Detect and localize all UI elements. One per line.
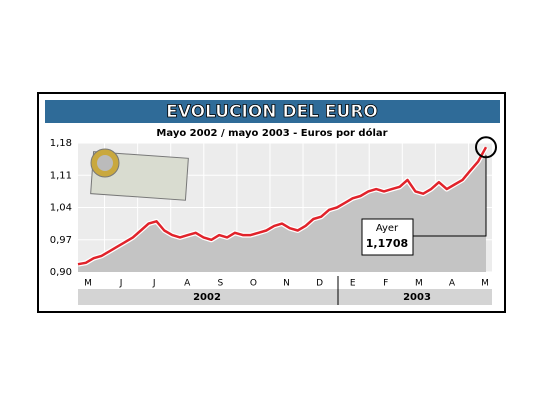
y-tick-label: 0,97 [50,235,72,246]
y-tick-label: 0,90 [50,267,72,278]
annotation-box [361,218,414,256]
x-tick-label: E [350,279,356,289]
line [77,146,488,266]
y-tick-label: 1,18 [50,138,72,149]
y-tick-label: 1,04 [50,203,72,214]
year-label: 2003 [403,292,431,303]
annotation-value: 1,1708 [366,237,408,250]
x-tick-label: O [250,279,257,289]
chart-title: EVOLUCION DEL EURO [166,102,378,122]
x-tick-label: F [383,279,388,289]
x-tick-label: M [481,279,489,289]
x-tick-label: A [184,279,191,289]
chart-subtitle: Mayo 2002 / mayo 2003 - Euros por dólar [156,127,387,139]
x-tick-label: J [119,279,123,289]
x-tick-label: D [316,279,323,289]
x-tick-label: M [84,279,92,289]
y-tick-label: 1,11 [50,170,72,181]
x-tick-label: A [449,279,456,289]
x-tick-label: M [415,279,423,289]
bill [90,148,189,201]
title-bar [45,100,500,123]
year-band [78,289,492,305]
year-label: 2002 [193,292,221,303]
annotation-text: Ayer [376,223,399,234]
annotation-line [413,155,487,237]
x-tick-label: J [152,279,156,289]
x-tick-label: N [283,279,290,289]
x-tick-label: S [217,279,223,289]
